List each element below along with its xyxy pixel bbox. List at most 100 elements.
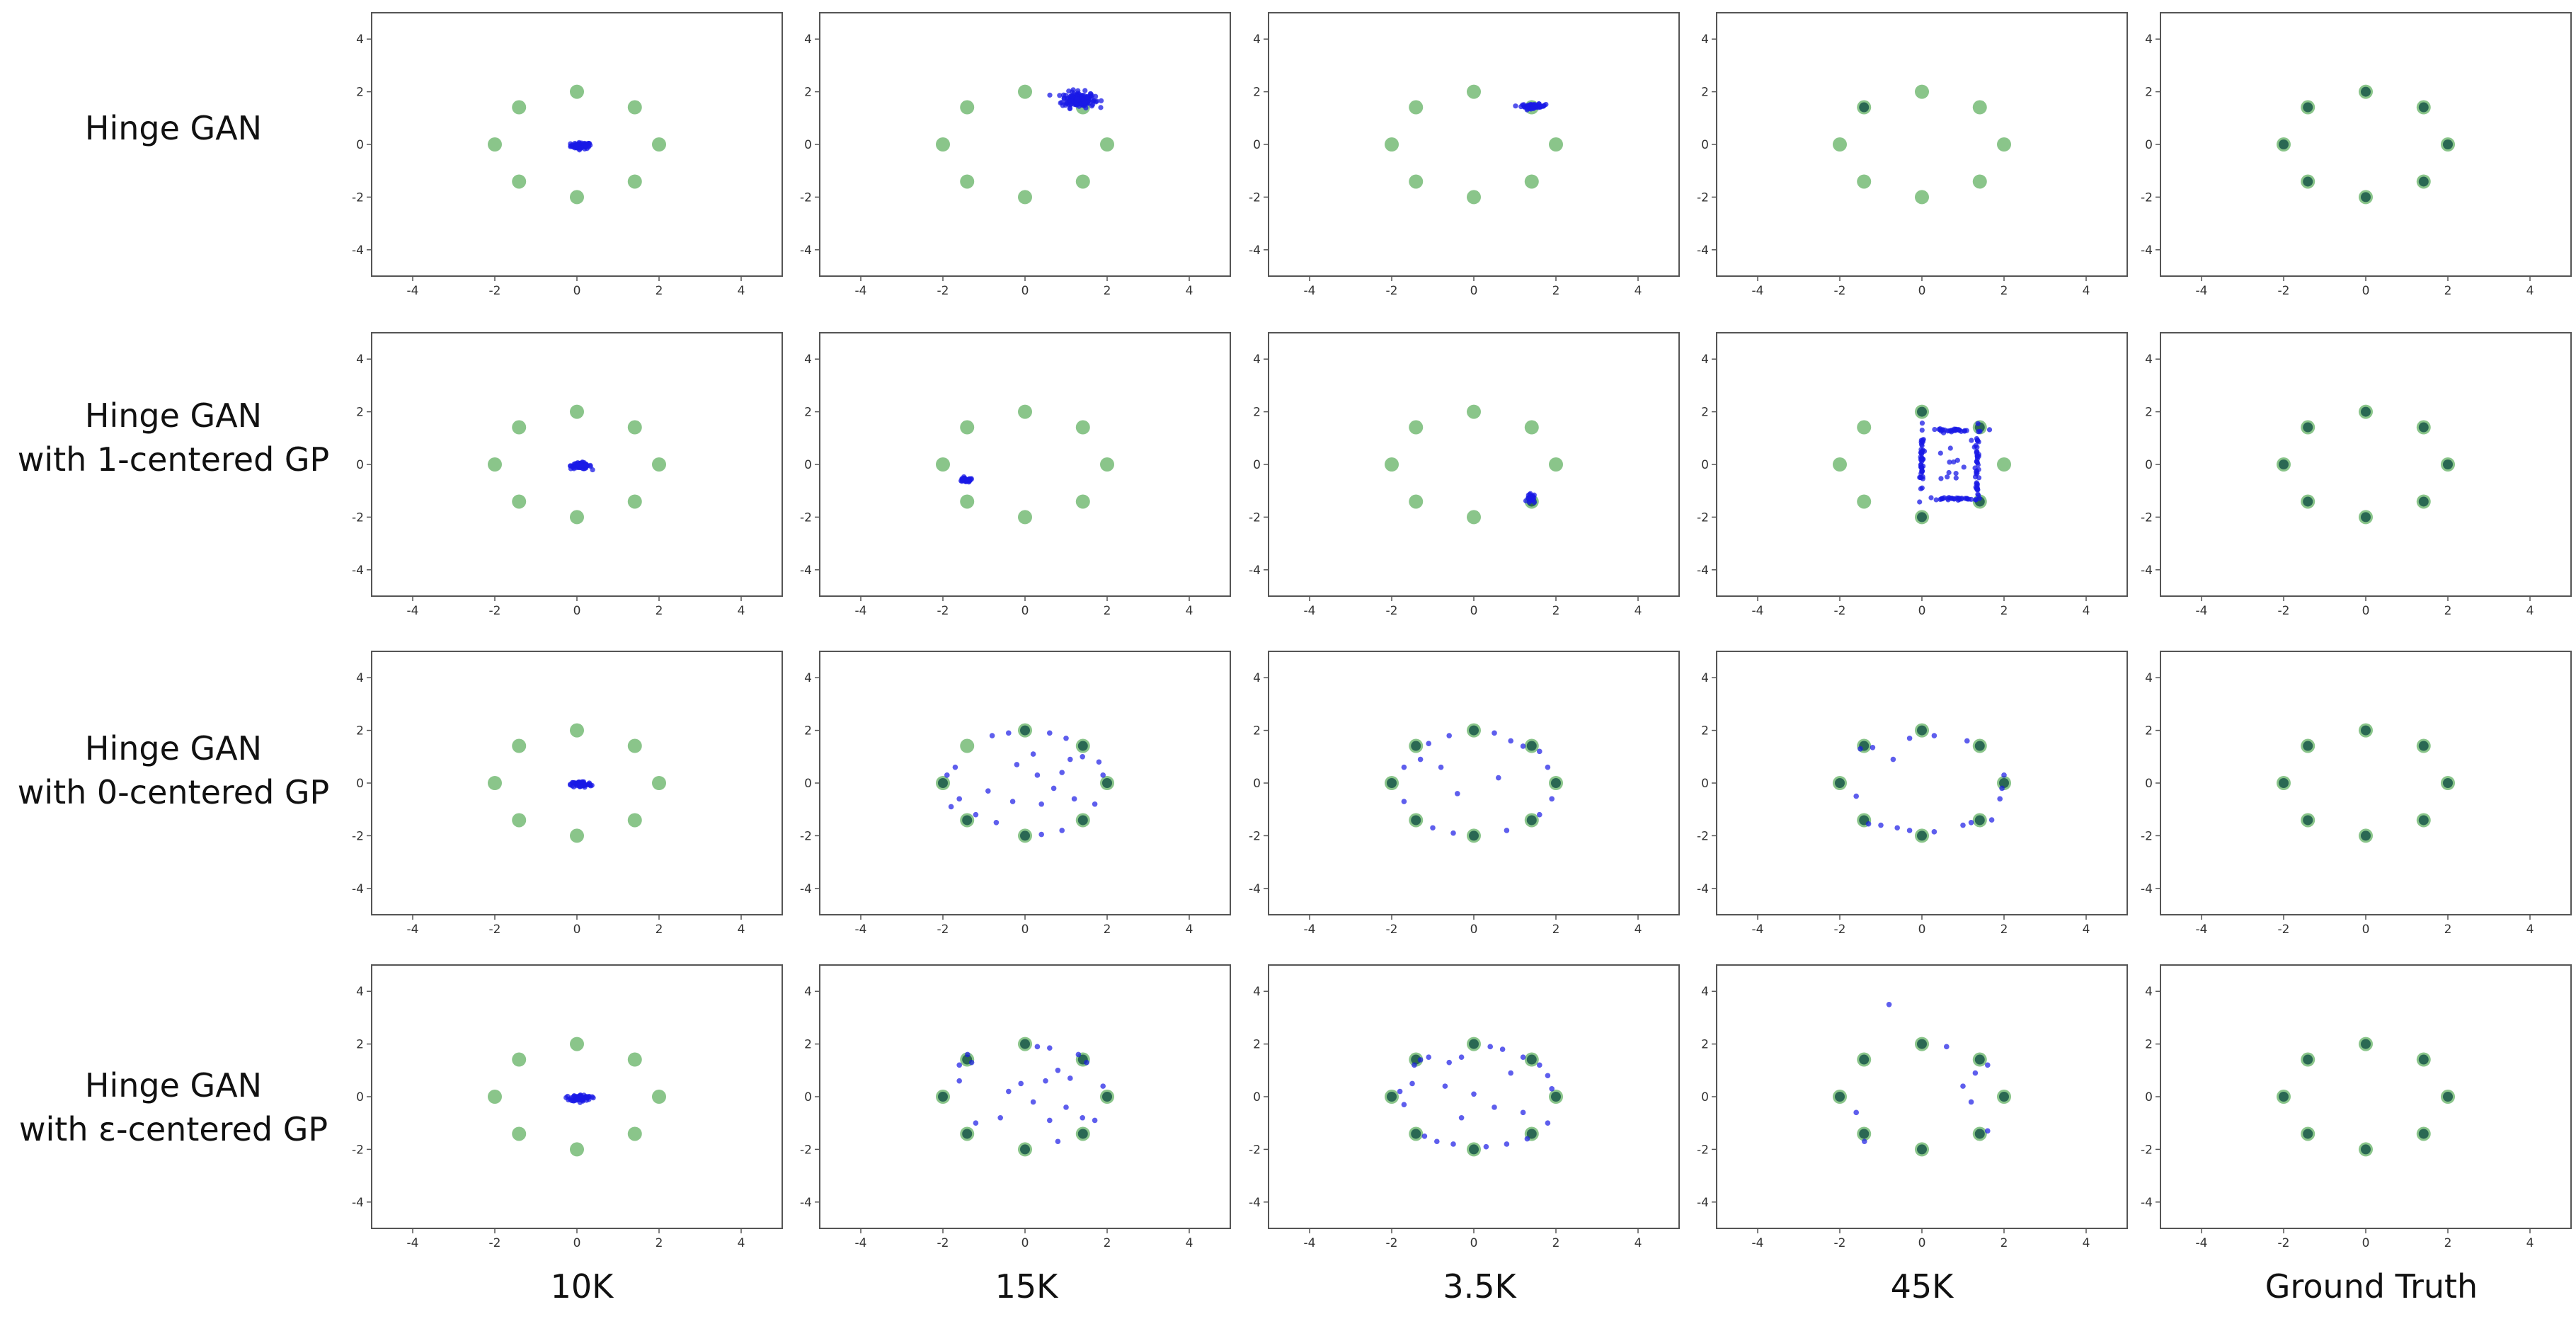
x-tick-label: 4 bbox=[2083, 284, 2090, 298]
generated-sample bbox=[1945, 474, 1950, 480]
subplot-r2-c3: -4 -2 0 2 4 -4 -2 0 2 4 bbox=[1249, 332, 1680, 618]
subplot-r3-c4: -4 -2 0 2 4 -4 -2 0 2 4 bbox=[1697, 651, 2128, 937]
row-label-hinge-gan: Hinge GAN bbox=[0, 106, 347, 150]
subplot-r2-c4: -4 -2 0 2 4 -4 -2 0 2 4 bbox=[1697, 332, 2128, 618]
y-tick-label: -2 bbox=[352, 510, 364, 525]
generated-sample bbox=[1067, 106, 1073, 112]
covered-mode-point bbox=[1859, 1054, 1870, 1065]
covered-mode-point bbox=[1020, 1039, 1030, 1049]
x-tick-label: 4 bbox=[1635, 923, 1642, 937]
y-tick-label: 4 bbox=[1701, 985, 1709, 999]
axes-frame bbox=[1716, 964, 2128, 1229]
generated-sample bbox=[989, 733, 995, 738]
generated-sample bbox=[1525, 105, 1530, 111]
x-tick-label: 0 bbox=[2362, 284, 2370, 298]
y-tick-label: 4 bbox=[804, 985, 812, 999]
generated-sample bbox=[1545, 1120, 1551, 1126]
real-mode-point bbox=[570, 1142, 584, 1157]
x-tick-label: 4 bbox=[1186, 1236, 1193, 1250]
y-tick-label: 0 bbox=[2145, 777, 2153, 791]
generated-sample bbox=[1006, 1088, 1012, 1095]
col-label-15k: 15K bbox=[995, 1267, 1058, 1306]
x-tick-label: 0 bbox=[1021, 284, 1029, 298]
subplot-r2-c1: -4 -2 0 2 4 -4 -2 0 2 4 bbox=[352, 332, 783, 618]
generated-sample bbox=[1047, 92, 1053, 98]
axes-frame bbox=[1716, 12, 2128, 277]
real-mode-point bbox=[1467, 190, 1481, 205]
generated-sample bbox=[997, 1114, 1003, 1121]
generated-sample bbox=[1089, 103, 1095, 109]
y-tick-label: 2 bbox=[1701, 86, 1709, 100]
y-tick-label: 4 bbox=[2145, 671, 2153, 685]
generated-sample bbox=[1446, 733, 1452, 738]
generated-sample bbox=[570, 780, 576, 786]
x-tick-label: 2 bbox=[656, 923, 663, 937]
real-mode-point bbox=[627, 174, 642, 189]
generated-sample bbox=[571, 784, 577, 790]
generated-sample bbox=[1082, 88, 1088, 93]
real-mode-point bbox=[936, 457, 950, 472]
generated-sample bbox=[1496, 775, 1501, 781]
covered-mode-point bbox=[2443, 778, 2453, 788]
y-tick-label: -2 bbox=[800, 1143, 812, 1157]
x-tick-label: 2 bbox=[1104, 604, 1111, 618]
x-tick-label: -4 bbox=[1304, 1236, 1316, 1250]
real-mode-point bbox=[1075, 494, 1090, 509]
real-mode-point bbox=[1549, 137, 1563, 152]
subplot-r1-c5: -4 -2 0 2 4 -4 -2 0 2 4 bbox=[2141, 12, 2572, 298]
covered-mode-point bbox=[1020, 1144, 1030, 1155]
generated-sample bbox=[1487, 1044, 1493, 1050]
generated-sample bbox=[1038, 831, 1044, 838]
real-mode-point bbox=[488, 457, 502, 472]
subplot-r4-c3: -4 -2 0 2 4 -4 -2 0 2 4 bbox=[1249, 964, 1680, 1250]
generated-sample bbox=[1520, 743, 1526, 749]
generated-sample bbox=[1975, 491, 1981, 497]
covered-mode-point bbox=[2361, 1144, 2371, 1155]
x-tick-label: 4 bbox=[738, 604, 745, 618]
row-label-line1: Hinge GAN bbox=[84, 729, 263, 767]
generated-sample bbox=[1974, 460, 1981, 466]
real-mode-point bbox=[1409, 494, 1424, 509]
y-tick-label: 4 bbox=[1701, 33, 1709, 47]
generated-sample bbox=[1974, 445, 1980, 450]
generated-sample bbox=[1504, 828, 1510, 833]
generated-sample bbox=[1878, 822, 1884, 828]
generated-sample bbox=[1098, 98, 1104, 103]
y-tick-label: -4 bbox=[1249, 244, 1261, 258]
generated-sample bbox=[1946, 469, 1952, 476]
real-mode-point bbox=[512, 174, 527, 189]
y-tick-label: -4 bbox=[1697, 564, 1709, 578]
x-tick-label: -4 bbox=[407, 284, 419, 298]
generated-sample bbox=[1401, 764, 1407, 770]
generated-sample bbox=[1944, 1044, 1950, 1050]
x-tick-label: -4 bbox=[1752, 284, 1764, 298]
generated-sample bbox=[1520, 102, 1525, 108]
real-mode-point bbox=[652, 776, 666, 790]
covered-mode-point bbox=[1526, 741, 1537, 751]
generated-sample bbox=[1034, 1044, 1041, 1050]
generated-sample bbox=[1401, 799, 1407, 804]
covered-mode-point bbox=[2303, 1129, 2313, 1139]
covered-mode-point bbox=[1526, 1129, 1537, 1139]
real-mode-point bbox=[1075, 420, 1090, 435]
x-tick-label: 0 bbox=[2362, 604, 2370, 618]
x-tick-label: 0 bbox=[1918, 284, 1926, 298]
real-mode-point bbox=[512, 813, 527, 828]
generated-sample bbox=[1918, 474, 1923, 480]
real-mode-point bbox=[570, 1037, 584, 1051]
generated-sample bbox=[1071, 796, 1077, 802]
real-mode-point bbox=[512, 1126, 527, 1141]
subplot-r3-c5: -4 -2 0 2 4 -4 -2 0 2 4 bbox=[2141, 651, 2572, 937]
generated-sample bbox=[1956, 496, 1962, 501]
covered-mode-point bbox=[2279, 778, 2289, 788]
x-tick-label: -4 bbox=[1304, 923, 1316, 937]
covered-mode-point bbox=[2303, 176, 2313, 187]
generated-sample bbox=[1009, 799, 1016, 804]
generated-sample bbox=[1939, 427, 1945, 433]
generated-sample bbox=[973, 811, 979, 818]
y-tick-label: 0 bbox=[2145, 138, 2153, 152]
real-mode-point bbox=[512, 420, 527, 435]
covered-mode-point bbox=[2443, 139, 2453, 149]
x-tick-label: 4 bbox=[1635, 604, 1642, 618]
generated-sample bbox=[1426, 741, 1431, 746]
